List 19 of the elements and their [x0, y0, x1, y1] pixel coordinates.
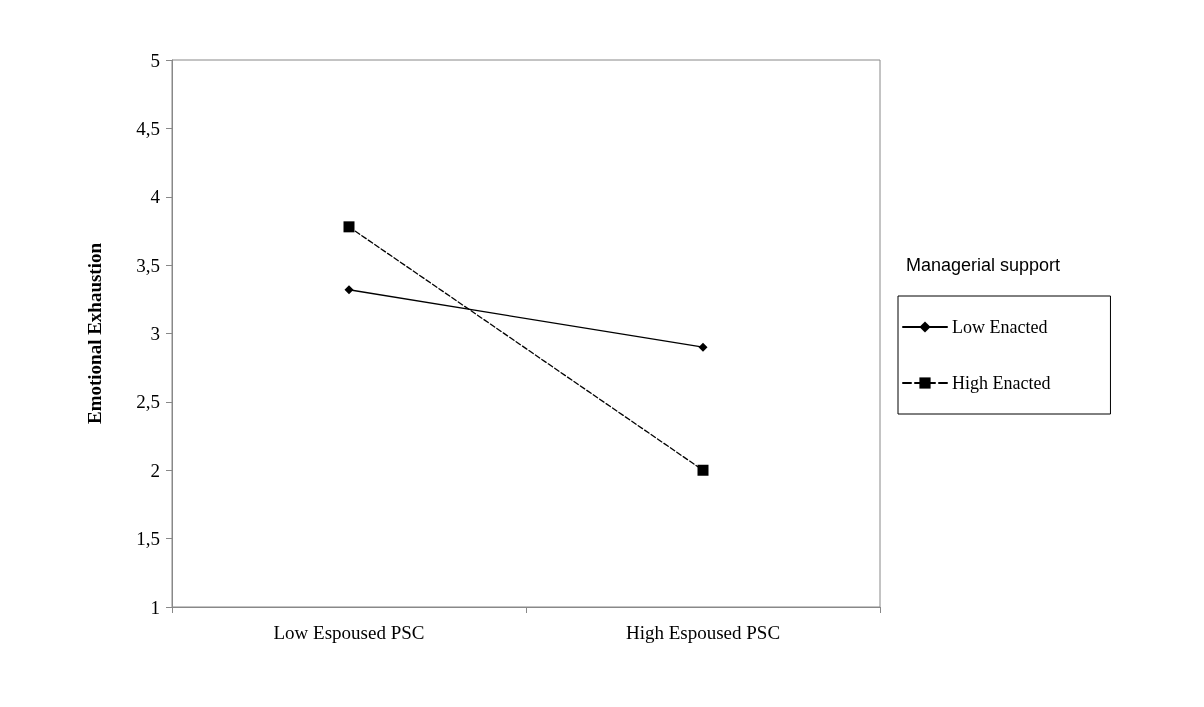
x-tick-label: Low Espoused PSC	[273, 622, 425, 643]
x-tick-label: High Espoused PSC	[625, 622, 781, 643]
legend-label: High Enacted	[952, 373, 1051, 393]
point	[343, 221, 355, 233]
point	[344, 285, 354, 295]
legend-title: Managerial support	[906, 255, 1061, 275]
y-tick-label: 3,5	[136, 254, 160, 276]
y-axis-title: Emotional Exhaustion	[84, 242, 105, 425]
point	[697, 464, 709, 476]
y-tick-label: 1,5	[136, 528, 160, 550]
y-tick-label: 3	[150, 323, 160, 344]
y-tick-label: 1	[150, 596, 160, 618]
y-tick-label: 5	[150, 49, 160, 71]
y-tick-label: 4	[150, 186, 161, 208]
legend-label: Low Enacted	[952, 317, 1048, 337]
y-tick-label: 2,5	[136, 391, 160, 413]
point	[698, 342, 708, 352]
y-tick-label: 4,5	[136, 117, 160, 139]
y-tick-label: 2	[150, 459, 160, 481]
